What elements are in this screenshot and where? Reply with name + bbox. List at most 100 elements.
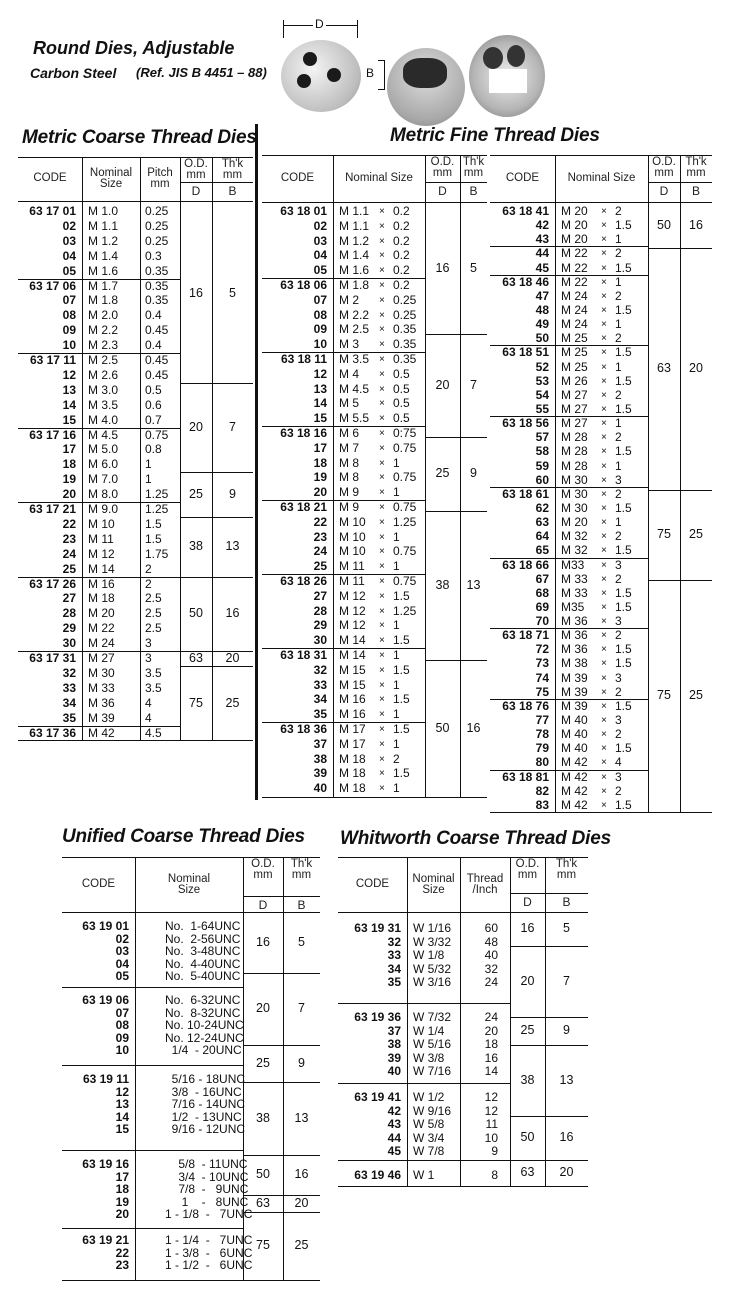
metric_coarse-code-cell: 13 <box>62 382 76 397</box>
metric_fine_right-span-rule <box>648 580 712 581</box>
unified_coarse-code-cell: 18 <box>115 1182 129 1197</box>
metric_fine_left-size-times: × <box>379 368 385 380</box>
metric_fine_right-size-pitch: 1.5 <box>615 500 632 515</box>
die-image-back <box>469 35 545 117</box>
metric_fine_right-size-times: × <box>601 757 607 769</box>
metric_fine_right-code-cell: 54 <box>535 387 549 402</box>
metric_coarse-pitch-cell: 1.25 <box>145 502 169 516</box>
unified_coarse-span-rule <box>243 1212 320 1213</box>
metric_fine_right-code-cell: 50 <box>535 331 549 346</box>
metric_coarse-code-cell: 12 <box>62 367 76 382</box>
whitworth_coarse-span-rule <box>510 1045 588 1046</box>
metric_coarse-code-cell: 34 <box>62 695 76 710</box>
metric_fine_right-size-cell: M 25 <box>561 331 588 346</box>
metric_fine_right-size-cell: M 36 <box>561 614 588 629</box>
metric_coarse-pitch-cell: 0.45 <box>145 353 169 367</box>
metric_fine_right-column-header: Nominal Size <box>567 171 636 184</box>
unified_coarse-size-cell: No. 12-24UNC <box>165 1030 244 1045</box>
metric_fine_left-size-times: × <box>379 502 385 513</box>
metric_fine_right-size-times: × <box>601 785 607 797</box>
whitworth_coarse-size-cell: W 5/8 <box>413 1117 445 1131</box>
metric_fine_right-size-cell: M 26 <box>561 373 588 388</box>
metric_coarse-header-bottom-rule <box>18 201 253 202</box>
metric_fine_right-size-cell: M 20 <box>561 232 588 247</box>
metric_fine_left-code-cell: 22 <box>313 514 327 529</box>
metric_fine_right-size-pitch: 3 <box>615 557 622 572</box>
metric_fine_right-size-pitch: 1.5 <box>615 373 632 388</box>
unified_coarse-size-cell: 7/16 - 14UNC <box>165 1097 246 1112</box>
metric_fine_right-group-rule <box>490 345 648 347</box>
metric_fine_right-size-pitch: 2 <box>615 387 622 402</box>
metric_fine_right-code-cell: 44 <box>535 246 549 261</box>
metric_fine_right-size-times: × <box>601 220 607 232</box>
metric_fine_left-size-pitch: 0.35 <box>393 322 417 337</box>
unified_coarse-code-cell: 22 <box>115 1245 129 1260</box>
metric_fine_right-code-cell: 45 <box>535 260 549 275</box>
metric_fine_left-size-pitch: 2 <box>393 751 400 766</box>
whitworth_coarse-size-cell: W 1/2 <box>413 1090 445 1104</box>
unified_coarse-column-header: Nominal Size <box>167 872 211 896</box>
metric_fine_right-size-pitch: 2 <box>615 628 622 643</box>
metric_fine_right-thickness-value: 16 <box>689 218 703 232</box>
metric_coarse-pitch-cell: 0.8 <box>145 442 162 457</box>
metric_coarse-size-cell: M 1.4 <box>88 248 119 263</box>
metric_fine_right-size-times: × <box>601 799 607 811</box>
metric_fine_left-group-rule <box>262 500 425 501</box>
metric_fine_left-size-pitch: 0.2 <box>393 233 410 248</box>
unified_coarse-size-cell: No. 6-32UNC <box>165 993 241 1007</box>
metric_coarse-code-cell: 27 <box>62 591 76 606</box>
unified_coarse-size-cell: 3/8 - 16UNC <box>165 1084 242 1099</box>
whitworth_coarse-thickness-value: 9 <box>563 1023 570 1037</box>
metric_fine_left-thickness-value: 16 <box>466 720 481 735</box>
metric_fine_right-size-pitch: 3 <box>615 670 622 685</box>
unified_coarse-subcolumn-header: B <box>297 898 306 912</box>
metric_coarse-size-cell: M 6.0 <box>88 457 119 472</box>
unified_coarse-code-cell: 05 <box>115 969 129 984</box>
metric_fine_left-size-times: × <box>379 428 385 439</box>
metric_coarse-column-header: O.D. mm <box>184 158 208 181</box>
metric_coarse-size-cell: M 2.5 <box>88 353 119 367</box>
metric_fine_left-code-cell: 03 <box>313 233 327 248</box>
metric_coarse-thickness-value: 7 <box>229 419 236 434</box>
metric_fine_right-size-cell: M 40 <box>561 727 588 742</box>
unified_coarse-span-rule <box>243 973 320 974</box>
metric_fine_left-od-value: 16 <box>435 261 450 275</box>
metric_fine_right-size-times: × <box>601 375 607 387</box>
metric_fine_left-size-pitch: 1.5 <box>393 633 410 648</box>
metric_coarse-code-cell: 24 <box>62 546 76 561</box>
metric_fine_left-size-cell: M 7 <box>339 440 360 455</box>
metric_fine_left-size-times: × <box>379 250 385 262</box>
unified_coarse-span-rule <box>243 1082 320 1083</box>
whitworth_coarse-code-cell: 38 <box>387 1037 401 1051</box>
metric_coarse-size-cell: M 3.5 <box>88 397 119 412</box>
metric_fine_right-code-cell: 49 <box>535 317 549 332</box>
whitworth_coarse-code-cell: 34 <box>387 961 401 976</box>
metric_fine_right-size-cell: M 20 <box>561 204 588 218</box>
unified_coarse-span-rule <box>243 1195 320 1196</box>
metric_fine_left-size-cell: M 10 <box>339 514 366 529</box>
metric_fine_right-size-pitch: 3 <box>615 713 622 728</box>
metric_fine_left-table-bottom-rule <box>262 797 487 798</box>
unified_coarse-code-cell: 63 19 11 <box>82 1072 129 1086</box>
metric_fine_right-size-times: × <box>601 700 607 712</box>
metric_fine_left-code-cell: 24 <box>313 544 327 559</box>
metric_fine_left-size-times: × <box>379 294 385 306</box>
whitworth_coarse-column-rule <box>545 857 546 1186</box>
unified_coarse-header-top-rule <box>62 857 320 858</box>
whitworth_coarse-threads-per-inch-cell: 16 <box>484 1050 498 1065</box>
metric_fine_right-size-cell: M 42 <box>561 797 588 812</box>
material-label: Carbon Steel <box>30 65 117 81</box>
metric_fine_left-size-pitch: 1 <box>393 559 400 574</box>
metric_fine_right-size-cell: M 28 <box>561 458 588 473</box>
metric_fine_right-code-cell: 63 18 71 <box>502 628 549 643</box>
metric_coarse-code-cell: 30 <box>62 636 76 651</box>
metric_fine_right-code-cell: 57 <box>535 430 549 445</box>
metric_fine_right-header-top-rule <box>490 155 712 156</box>
metric_coarse-column-rule <box>180 157 181 741</box>
metric_fine_left-size-pitch: 0.75 <box>393 500 417 514</box>
whitworth_coarse-threads-per-inch-cell: 8 <box>491 1168 498 1182</box>
whitworth_coarse-size-cell: W 1/4 <box>413 1023 445 1038</box>
unified_coarse-group-rule <box>62 1065 243 1066</box>
metric_fine_left-thickness-value: 7 <box>470 377 477 392</box>
metric_fine_left-code-cell: 20 <box>313 485 327 500</box>
